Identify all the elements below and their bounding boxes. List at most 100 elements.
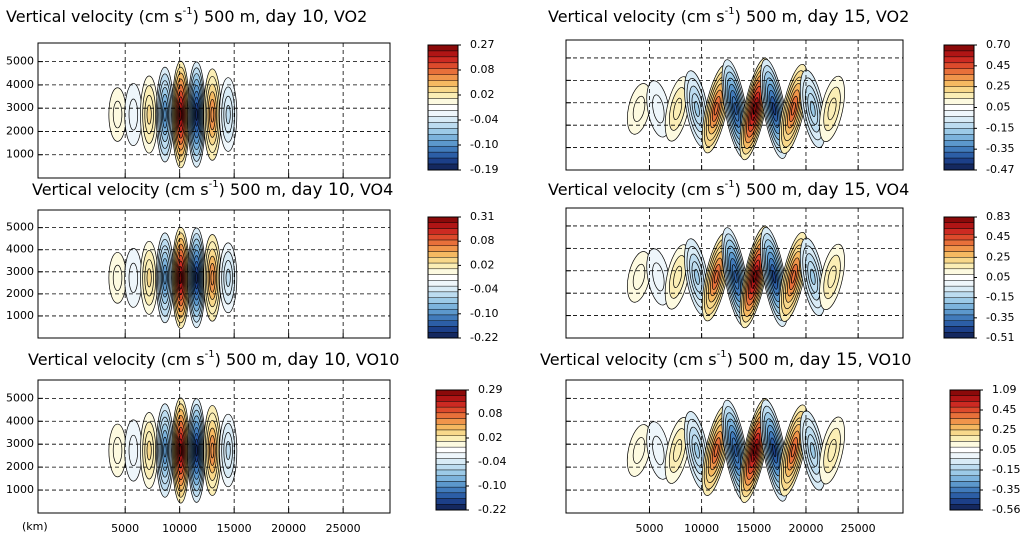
contour (179, 271, 183, 284)
title-part: ) 500 m, (735, 180, 808, 199)
panel-title: Vertical velocity (cm s-1) 500 m, day 15… (540, 349, 911, 370)
title-part: Vertical velocity (cm s (540, 350, 717, 369)
colorbar-band (435, 412, 467, 419)
colorbar-label: -0.51 (986, 331, 1014, 344)
colorbar-band (949, 424, 981, 431)
contour (210, 106, 215, 123)
colorbar-band (427, 134, 459, 141)
colorbar-band (943, 80, 975, 87)
colorbar-label: 0.05 (992, 443, 1017, 456)
panel: Vertical velocity (cm s-1) 500 m, day 10… (6, 349, 506, 535)
colorbar-band (943, 140, 975, 147)
colorbar-band (943, 332, 975, 339)
contour (146, 268, 152, 288)
y-tick-label: 1000 (6, 309, 34, 322)
title-part: day 15 (807, 180, 865, 200)
panel-title: Vertical velocity (cm s-1) 500 m, day 15… (548, 179, 909, 200)
colorbar-band (949, 435, 981, 442)
contour (146, 440, 152, 461)
title-part: ) 500 m, (215, 350, 288, 369)
colorbar-label: 0.02 (470, 88, 495, 101)
colorbar-label: 0.02 (470, 258, 495, 271)
x-tick-label: 25000 (326, 522, 361, 535)
colorbar-band (943, 98, 975, 105)
colorbar-band (435, 492, 467, 499)
contour (112, 436, 123, 465)
colorbar-band (435, 389, 467, 396)
colorbar-label: 0.83 (986, 210, 1011, 223)
colorbar-band (949, 498, 981, 505)
colorbar-band (943, 274, 975, 281)
contour (713, 443, 719, 458)
contour (827, 97, 837, 121)
colorbar-band (427, 92, 459, 99)
y-tick-label: 3000 (6, 265, 34, 278)
colorbar-label: 0.27 (470, 38, 495, 51)
contour (772, 102, 777, 116)
colorbar-band (435, 486, 467, 494)
colorbar-band (427, 251, 459, 258)
plot-frame (37, 42, 391, 179)
colorbar-band (435, 458, 467, 465)
x-axis-label: (km) (22, 520, 48, 533)
contour (195, 271, 198, 284)
title-part: , VO10 (858, 350, 912, 369)
contour (713, 102, 719, 116)
x-tick-label: 25000 (841, 522, 876, 535)
title-part: -1 (725, 6, 735, 17)
x-tick-label: 10000 (162, 522, 197, 535)
colorbar-band (427, 291, 459, 298)
contour-field (108, 60, 238, 169)
contour-field (626, 225, 845, 329)
title-part: -1 (725, 179, 735, 190)
contour-field (108, 226, 238, 329)
colorbar-band (943, 92, 975, 99)
colorbar-band (943, 163, 975, 171)
contour (195, 444, 198, 457)
colorbar-band (949, 406, 981, 414)
colorbar-label: -0.04 (470, 113, 498, 126)
colorbar-band (427, 314, 459, 321)
title-part: ) 500 m, (193, 7, 266, 26)
contour (179, 108, 183, 121)
colorbar-band (427, 222, 459, 229)
y-tick-label: 2000 (6, 124, 34, 137)
colorbar-label: -0.22 (478, 503, 506, 516)
title-part: , VO4 (866, 180, 910, 199)
plot-frame (565, 379, 904, 514)
colorbar-band (949, 464, 981, 471)
colorbar-band (949, 412, 981, 419)
panel-title: Vertical velocity (cm s-1) 500 m, day 10… (28, 349, 399, 370)
y-tick-label: 2000 (6, 287, 34, 300)
colorbar-label: 0.45 (986, 59, 1011, 72)
colorbar-band (427, 80, 459, 87)
colorbar-band (427, 262, 459, 270)
colorbar-label: -0.19 (470, 163, 498, 176)
colorbar-band (943, 122, 975, 129)
colorbar-label: 0.05 (986, 271, 1011, 284)
colorbar-band (427, 245, 459, 252)
contour (210, 442, 215, 459)
title-part: day 15 (807, 7, 865, 27)
contour-field (626, 398, 845, 503)
colorbar-band (949, 389, 981, 396)
colorbar-band (949, 418, 981, 425)
colorbar-band (435, 504, 467, 511)
colorbar-band (943, 110, 975, 117)
contour (210, 270, 215, 286)
title-part: day 10 (265, 7, 323, 27)
colorbar-band (949, 446, 981, 454)
contour (809, 268, 816, 285)
colorbar-band (943, 128, 975, 135)
colorbar-band (943, 151, 975, 159)
colorbar-band (427, 285, 459, 293)
y-tick-label: 1000 (6, 148, 34, 161)
y-tick-label: 4000 (6, 414, 34, 427)
colorbar-frame (435, 389, 467, 511)
colorbar-band (949, 481, 981, 488)
colorbar-band (427, 98, 459, 105)
colorbar-band (427, 104, 459, 111)
colorbar-label: -0.15 (986, 291, 1014, 304)
y-tick-label: 4000 (6, 243, 34, 256)
contour (128, 434, 139, 467)
